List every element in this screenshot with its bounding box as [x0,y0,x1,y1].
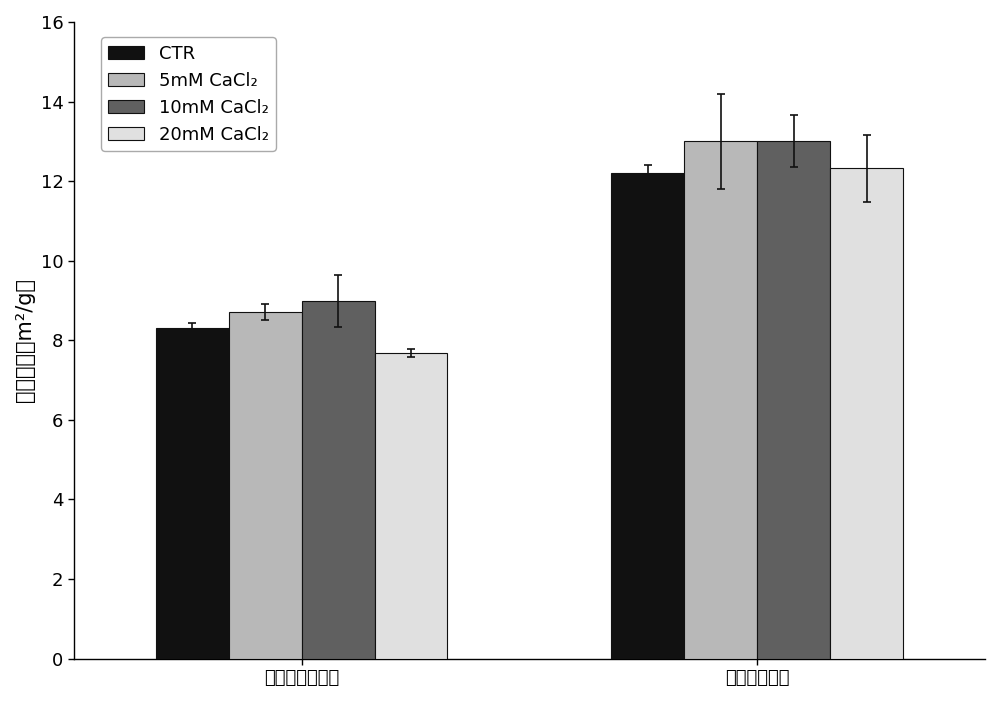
Bar [684,141,757,658]
Legend: CTR, 5mM CaCl₂, 10mM CaCl₂, 20mM CaCl₂: CTR, 5mM CaCl₂, 10mM CaCl₂, 20mM CaCl₂ [101,37,276,151]
Bar [302,301,375,658]
Bar [156,328,229,658]
Bar [830,168,903,658]
Bar [375,353,447,658]
Bar [611,173,684,658]
Bar [757,141,830,658]
Bar [229,312,302,658]
Y-axis label: 乳化活性（m²/g）: 乳化活性（m²/g） [15,278,35,402]
